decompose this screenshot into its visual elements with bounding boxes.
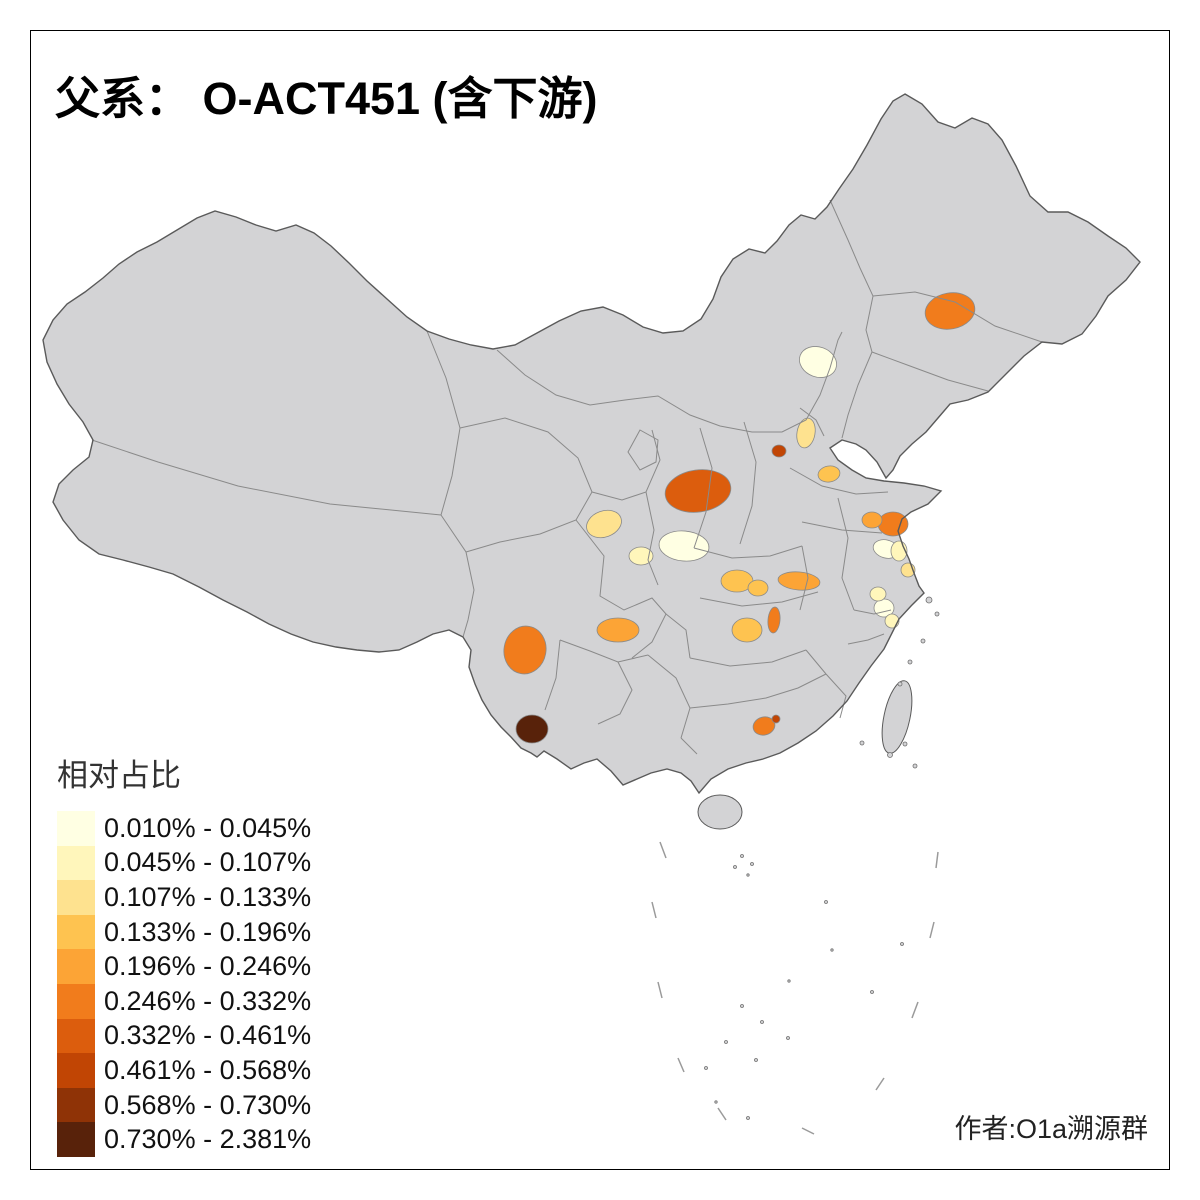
island-group xyxy=(704,596,940,1120)
map-region xyxy=(503,625,547,675)
map-region xyxy=(771,714,781,724)
map-region xyxy=(586,509,622,539)
legend-label: 0.133% - 0.196% xyxy=(104,916,312,947)
map-region xyxy=(799,346,837,378)
legend-label: 0.107% - 0.133% xyxy=(104,881,312,912)
legend-swatch xyxy=(57,1018,95,1054)
highlighted-regions xyxy=(503,292,976,744)
province-borders xyxy=(91,199,1043,755)
landmass xyxy=(43,94,1140,830)
legend: 相对占比 0.010% - 0.045% 0.045% - 0.107% 0.107… xyxy=(57,750,311,1157)
map-region xyxy=(658,530,710,562)
legend-item: 0.730% - 2.381% xyxy=(57,1122,311,1157)
map-region xyxy=(869,586,887,602)
legend-label: 0.461% - 0.568% xyxy=(104,1054,312,1085)
legend-label: 0.010% - 0.045% xyxy=(104,812,312,843)
legend-label: 0.196% - 0.246% xyxy=(104,951,312,982)
legend-title: 相对占比 xyxy=(57,758,181,793)
legend-item: 0.133% - 0.196% xyxy=(57,914,312,950)
legend-label: 0.568% - 0.730% xyxy=(104,1089,312,1120)
legend-label: 0.332% - 0.461% xyxy=(104,1020,312,1051)
legend-item: 0.045% - 0.107% xyxy=(57,845,312,881)
map-region xyxy=(777,571,821,591)
hainan-island xyxy=(697,794,743,830)
author-credit: 作者:O1a溯源群 xyxy=(954,1114,1148,1144)
legend-swatch xyxy=(57,811,95,846)
map-region xyxy=(731,617,763,643)
legend-item: 0.107% - 0.133% xyxy=(57,880,311,915)
legend-item: 0.461% - 0.568% xyxy=(57,1053,311,1088)
map-region xyxy=(771,444,787,458)
map-region xyxy=(796,417,816,449)
map-region xyxy=(596,617,640,643)
legend-item: 0.010% - 0.045% xyxy=(57,811,311,846)
map-region xyxy=(515,714,549,744)
legend-item: 0.568% - 0.730% xyxy=(57,1087,312,1123)
map-region xyxy=(817,465,841,483)
plot-frame xyxy=(30,30,1170,1170)
legend-label: 0.246% - 0.332% xyxy=(104,985,312,1016)
map-region xyxy=(924,292,976,330)
map-region xyxy=(861,511,883,529)
page-title: 父系： O-ACT451 (含下游) xyxy=(55,73,598,124)
legend-swatch xyxy=(57,1087,95,1123)
legend-swatch xyxy=(57,845,95,881)
legend-item: 0.196% - 0.246% xyxy=(57,949,311,984)
map-region xyxy=(767,606,781,634)
map-region xyxy=(628,546,654,566)
map-region xyxy=(747,579,769,597)
legend-item: 0.246% - 0.332% xyxy=(57,983,312,1019)
legend-label: 0.045% - 0.107% xyxy=(104,847,312,878)
legend-swatch xyxy=(57,1053,95,1088)
legend-label: 0.730% - 2.381% xyxy=(104,1124,312,1155)
legend-item: 0.332% - 0.461% xyxy=(57,1018,312,1054)
china-mainland xyxy=(43,94,1140,793)
legend-swatch xyxy=(57,914,95,950)
map-region xyxy=(664,469,732,513)
legend-swatch xyxy=(57,1122,95,1157)
china-outline xyxy=(42,93,1141,795)
legend-swatch xyxy=(57,983,95,1019)
legend-items: 0.010% - 0.045% 0.045% - 0.107% 0.107% - 0… xyxy=(57,811,311,1157)
dash-line-group xyxy=(651,841,939,1135)
legend-swatch xyxy=(57,949,95,984)
legend-swatch xyxy=(57,880,95,915)
